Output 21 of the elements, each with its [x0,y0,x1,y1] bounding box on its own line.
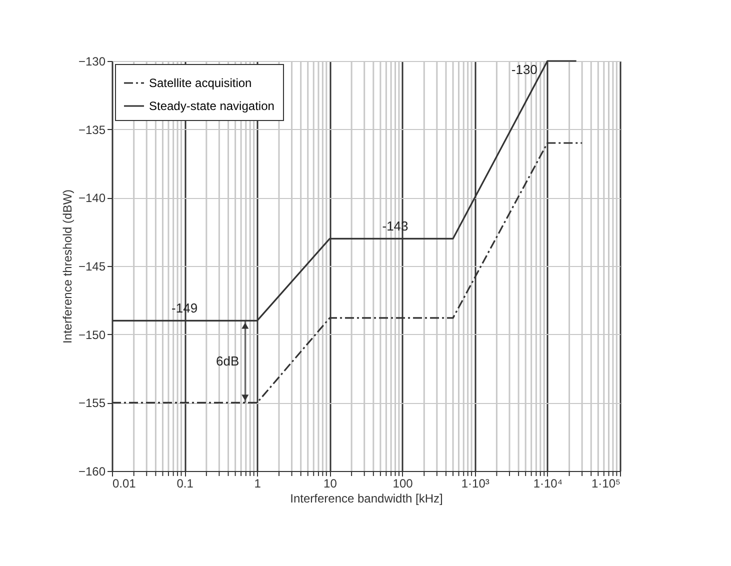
x-tick-label: 100 [392,476,414,490]
annotation: 6dB [216,354,240,369]
x-tick-label: 1·10⁴ [533,476,563,490]
x-tick-label: 0.01 [112,476,136,490]
x-tick-label: 10 [324,476,338,490]
x-tick-label: 1·10³ [461,476,490,490]
legend-label: Satellite acquisition [149,76,252,90]
y-tick-label: −160 [78,464,106,478]
y-tick-label: −130 [78,54,106,68]
legend-label: Steady-state navigation [149,99,274,113]
y-tick-label: −140 [78,191,106,206]
y-tick-label: −150 [78,328,106,342]
x-tick-label: 1 [254,476,262,490]
y-tick-label: −145 [78,260,106,274]
x-tick-label: 0.1 [176,476,194,490]
x-axis-title: Interference bandwidth [kHz] [290,492,443,506]
y-tick-label: −135 [78,122,106,137]
y-tick-label: −155 [78,396,106,410]
x-tick-label: 1·10⁵ [592,476,621,490]
annotation: -130 [511,62,538,77]
y-axis-title: Interference threshold (dBW) [60,189,74,344]
